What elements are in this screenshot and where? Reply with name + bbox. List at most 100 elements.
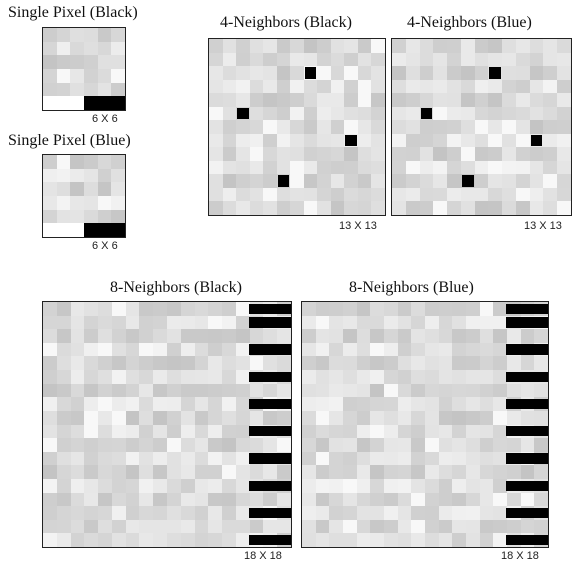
background-pixel <box>125 342 140 357</box>
background-pixel <box>371 147 385 162</box>
background-pixel <box>344 66 359 81</box>
background-pixel <box>370 533 385 547</box>
marked-pixel <box>237 107 249 120</box>
background-pixel <box>466 465 480 480</box>
background-pixel <box>84 196 98 210</box>
background-pixel <box>194 492 209 507</box>
background-pixel <box>263 438 278 453</box>
background-pixel <box>479 519 494 534</box>
background-pixel <box>98 424 113 439</box>
background-pixel <box>315 465 330 480</box>
background-pixel <box>433 52 448 67</box>
background-pixel <box>493 519 508 534</box>
background-pixel <box>438 383 453 398</box>
background-pixel <box>317 147 332 162</box>
background-pixel <box>276 66 291 81</box>
background-pixel <box>70 196 85 210</box>
background-pixel <box>460 66 475 81</box>
background-pixel <box>466 410 480 425</box>
background-pixel <box>194 302 209 316</box>
background-pixel <box>392 133 406 148</box>
background-pixel <box>208 492 223 507</box>
background-pixel <box>392 39 406 53</box>
background-pixel <box>43 302 57 316</box>
background-pixel <box>466 506 480 521</box>
background-pixel <box>507 519 521 534</box>
background-pixel <box>371 174 385 189</box>
background-pixel <box>263 93 278 108</box>
background-pixel <box>315 478 330 493</box>
background-pixel <box>98 478 113 493</box>
background-pixel <box>235 342 250 357</box>
background-pixel <box>70 209 85 224</box>
background-pixel <box>433 93 448 108</box>
background-pixel <box>411 329 426 344</box>
background-pixel <box>153 492 168 507</box>
background-pixel <box>502 52 517 67</box>
background-pixel <box>263 410 278 425</box>
background-pixel <box>98 315 113 330</box>
background-pixel <box>425 451 439 466</box>
background-pixel <box>111 356 126 371</box>
background-pixel <box>356 533 371 547</box>
background-pixel <box>84 329 99 344</box>
background-pixel <box>111 209 125 224</box>
background-pixel <box>460 93 475 108</box>
background-pixel <box>236 201 251 215</box>
background-pixel <box>520 465 535 480</box>
background-pixel <box>43 519 57 534</box>
background-pixel <box>180 329 195 344</box>
background-pixel <box>98 397 113 412</box>
background-pixel <box>425 465 439 480</box>
background-pixel <box>397 424 412 439</box>
marked-pixel <box>248 398 291 410</box>
background-pixel <box>384 356 398 371</box>
background-pixel <box>194 315 209 330</box>
background-pixel <box>438 492 453 507</box>
background-pixel <box>315 424 330 439</box>
background-pixel <box>139 478 154 493</box>
background-pixel <box>263 187 278 202</box>
background-pixel <box>493 329 508 344</box>
background-pixel <box>438 410 453 425</box>
background-pixel <box>543 147 558 162</box>
background-pixel <box>139 451 154 466</box>
background-pixel <box>433 66 448 81</box>
background-pixel <box>433 201 448 215</box>
background-pixel <box>329 506 344 521</box>
background-pixel <box>302 478 316 493</box>
pixel-grid <box>42 301 292 548</box>
background-pixel <box>194 506 209 521</box>
background-pixel <box>425 438 439 453</box>
background-pixel <box>167 451 181 466</box>
marked-pixel <box>277 175 290 187</box>
background-pixel <box>392 201 406 215</box>
background-pixel <box>98 519 113 534</box>
background-pixel <box>370 329 385 344</box>
background-pixel <box>111 438 126 453</box>
background-pixel <box>222 133 237 148</box>
background-pixel <box>433 133 448 148</box>
background-pixel <box>153 533 168 547</box>
background-pixel <box>222 79 237 94</box>
background-pixel <box>194 478 209 493</box>
background-pixel <box>43 41 57 56</box>
background-pixel <box>397 397 412 412</box>
background-pixel <box>180 438 195 453</box>
background-pixel <box>56 451 71 466</box>
background-pixel <box>276 133 291 148</box>
background-pixel <box>167 302 181 316</box>
background-pixel <box>479 465 494 480</box>
background-pixel <box>208 533 223 547</box>
background-pixel <box>371 187 385 202</box>
background-pixel <box>479 424 494 439</box>
background-pixel <box>370 506 385 521</box>
background-pixel <box>507 356 521 371</box>
background-pixel <box>111 41 125 56</box>
background-pixel <box>488 201 503 215</box>
background-pixel <box>139 329 154 344</box>
background-pixel <box>235 424 250 439</box>
background-pixel <box>419 160 434 175</box>
background-pixel <box>56 492 71 507</box>
background-pixel <box>153 478 168 493</box>
